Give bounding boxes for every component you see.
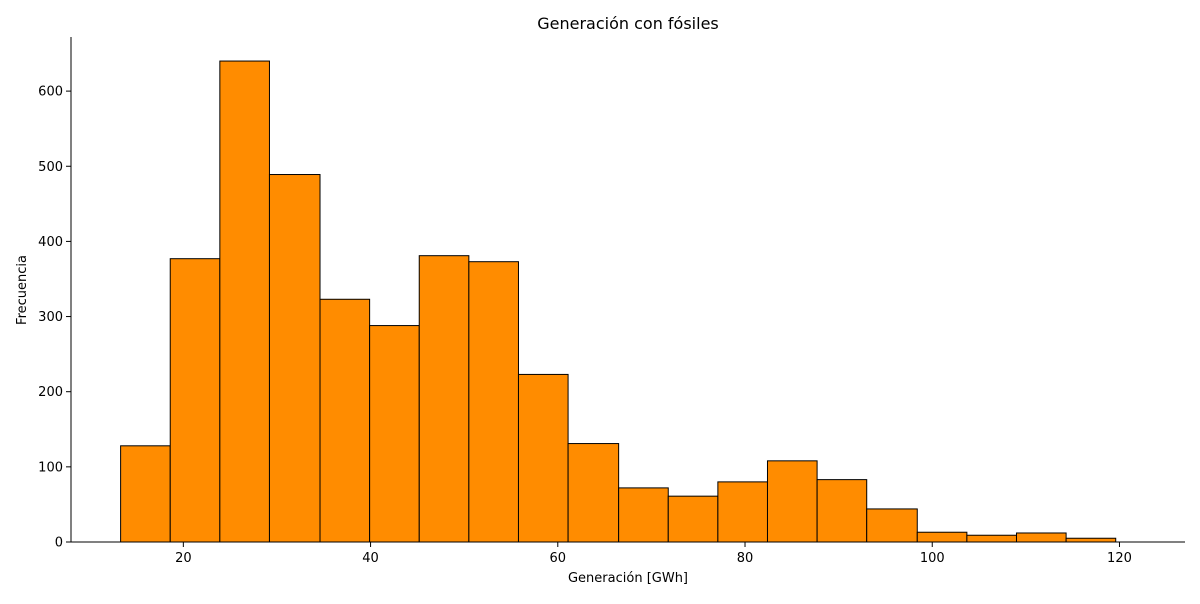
- y-tick-label: 300: [38, 310, 63, 325]
- x-tick-label: 100: [920, 551, 945, 566]
- y-tick-label: 0: [55, 536, 63, 551]
- y-axis-ticks: 0 100 200 300 400 500 600: [38, 85, 71, 551]
- histogram-bar: [268, 174, 321, 543]
- x-axis-ticks: 20 40 60 80 100 120: [175, 542, 1132, 566]
- histogram-bar: [1015, 532, 1067, 543]
- histogram-bar: [418, 255, 470, 543]
- histogram-bar: [966, 534, 1017, 543]
- y-tick-label: 100: [38, 460, 63, 475]
- histogram-bars: [120, 60, 1117, 543]
- x-tick-label: 120: [1107, 551, 1132, 566]
- histogram-bar: [1065, 537, 1117, 543]
- histogram-bar: [766, 460, 818, 543]
- x-tick-label: 60: [550, 551, 567, 566]
- histogram-bar: [567, 443, 620, 543]
- histogram-bar: [667, 495, 719, 543]
- histogram-bar: [517, 373, 569, 543]
- histogram-bar: [618, 487, 669, 543]
- chart-title: Generación con fósiles: [537, 14, 719, 33]
- y-tick-label: 600: [38, 85, 63, 100]
- y-axis-label: Frecuencia: [15, 255, 30, 325]
- y-tick-label: 500: [38, 160, 63, 175]
- histogram-bar: [219, 60, 270, 543]
- x-axis-label: Generación [GWh]: [568, 571, 688, 586]
- histogram-bar: [816, 479, 868, 543]
- y-tick-label: 400: [38, 235, 63, 250]
- x-tick-label: 40: [362, 551, 379, 566]
- histogram-bar: [866, 508, 918, 543]
- histogram-bar: [717, 481, 768, 543]
- histogram-bar: [319, 298, 371, 543]
- y-tick-label: 200: [38, 385, 63, 400]
- histogram-bar: [169, 258, 221, 543]
- x-tick-label: 20: [175, 551, 192, 566]
- x-tick-label: 80: [737, 551, 754, 566]
- histogram-bar: [468, 261, 519, 543]
- histogram-bar: [916, 531, 968, 543]
- histogram-bar: [369, 325, 420, 543]
- histogram-bar: [120, 445, 171, 543]
